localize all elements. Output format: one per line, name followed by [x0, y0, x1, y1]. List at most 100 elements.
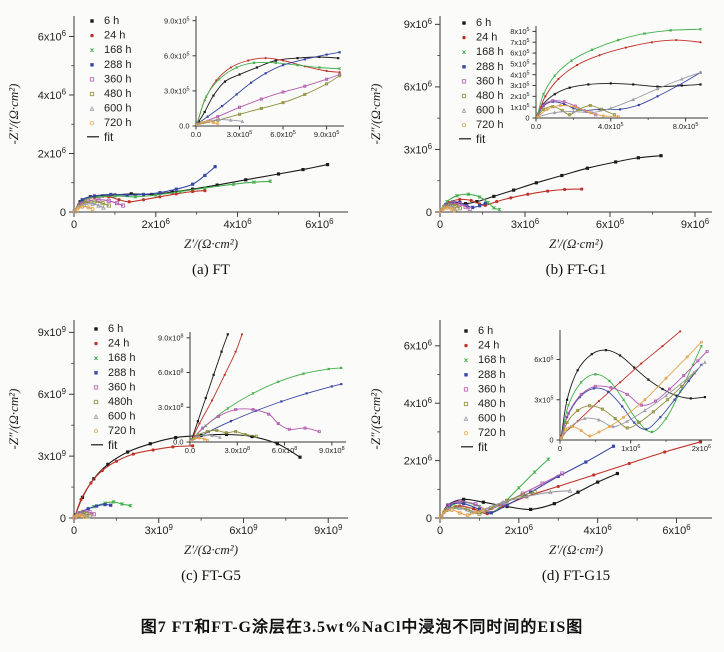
svg-text:6 h: 6 h [108, 323, 123, 335]
svg-text:3.0x105: 3.0x105 [227, 130, 253, 139]
panel-grid: 0 2x106 4x106 6x106 0 2x106 4x106 6x106 Z′/(Ω·cm… [0, 0, 724, 610]
svg-text:9.0x108: 9.0x108 [158, 333, 184, 342]
svg-text:600 h: 600 h [104, 103, 132, 115]
svg-text:9x106: 9x106 [681, 217, 710, 231]
inset-series-group [560, 330, 709, 440]
svg-text:2x106: 2x106 [142, 217, 171, 231]
svg-text:6 h: 6 h [104, 15, 119, 27]
series-group [72, 432, 302, 520]
svg-text:3x105: 3x105 [510, 81, 529, 90]
svg-text:168 h: 168 h [104, 44, 132, 56]
svg-text:Z′/(Ω·cm²): Z′/(Ω·cm²) [549, 542, 603, 557]
svg-text:6x106: 6x106 [38, 29, 67, 43]
svg-text:6x106: 6x106 [305, 217, 334, 231]
svg-text:fit: fit [476, 132, 486, 146]
svg-text:600 h: 600 h [108, 411, 136, 423]
series-6h [197, 55, 340, 123]
svg-text:480 h: 480 h [478, 398, 506, 410]
svg-text:6x106: 6x106 [404, 338, 433, 352]
svg-text:720 h: 720 h [104, 117, 132, 129]
svg-text:360 h: 360 h [104, 73, 132, 85]
svg-text:2x106: 2x106 [692, 444, 711, 453]
svg-text:0: 0 [71, 525, 77, 537]
panel-b-chart: 0 3x106 6x106 9x106 0 3x106 6x106 9x106 Z′/(Ω·cm… [368, 16, 712, 278]
svg-text:6.0x105: 6.0x105 [270, 130, 296, 139]
svg-text:24 h: 24 h [476, 32, 497, 44]
svg-text:6.0x105: 6.0x105 [164, 51, 190, 60]
inset-chart: 0 1x106 2x106 0 3x105 6x105 [534, 330, 712, 453]
svg-text:288 h: 288 h [478, 369, 506, 381]
svg-text:288 h: 288 h [108, 367, 136, 379]
svg-text:9.0x108: 9.0x108 [319, 446, 345, 455]
svg-text:3x106: 3x106 [404, 142, 433, 156]
svg-text:Z′/(Ω·cm²): Z′/(Ω·cm²) [184, 542, 238, 557]
svg-text:6x106: 6x106 [596, 217, 625, 231]
svg-text:6x105: 6x105 [510, 49, 529, 58]
series-24h [536, 38, 702, 116]
series-720h [560, 340, 703, 440]
svg-text:288 h: 288 h [476, 61, 504, 73]
series-720h [196, 119, 220, 126]
series-24h [73, 444, 195, 518]
svg-text:3x109: 3x109 [145, 523, 174, 537]
svg-text:5x105: 5x105 [510, 60, 529, 69]
svg-text:2x106: 2x106 [38, 146, 67, 160]
series-720h [438, 205, 457, 214]
svg-text:3x106: 3x106 [511, 217, 540, 231]
svg-text:3.0x108: 3.0x108 [158, 403, 184, 412]
panel-c: 0 3x109 6x109 9x109 0 3x109 6x109 9x109 Z′/(Ω·cm… [0, 300, 362, 610]
inset-chart: 0.0 3.0x108 6.0x108 9.0x108 0.0 3.0x108 6.0x10… [158, 332, 346, 455]
svg-text:0.0: 0.0 [531, 122, 541, 131]
series-720h [190, 436, 209, 442]
svg-text:0: 0 [437, 219, 443, 231]
svg-text:8x105: 8x105 [510, 27, 529, 36]
series-168h [536, 27, 702, 116]
series-group [438, 440, 702, 520]
svg-text:24 h: 24 h [108, 338, 129, 350]
svg-text:2x105: 2x105 [510, 92, 529, 101]
svg-text:4x106: 4x106 [404, 396, 433, 410]
series-288h [190, 383, 343, 442]
svg-text:9x106: 9x106 [404, 17, 433, 31]
svg-text:fit: fit [104, 130, 114, 144]
svg-text:1x105: 1x105 [510, 103, 529, 112]
svg-text:6x109: 6x109 [38, 387, 67, 401]
svg-text:4x106: 4x106 [38, 88, 67, 102]
series-360h [196, 73, 342, 126]
svg-text:600 h: 600 h [476, 105, 504, 117]
svg-text:8.0x105: 8.0x105 [673, 122, 699, 131]
svg-text:168 h: 168 h [108, 352, 136, 364]
svg-text:(b) FT-G1: (b) FT-G1 [546, 262, 607, 278]
svg-text:fit: fit [478, 440, 488, 454]
svg-text:7x105: 7x105 [510, 38, 529, 47]
svg-text:6 h: 6 h [476, 17, 491, 29]
panel-d-chart: 0 2x106 4x106 6x106 0 2x106 4x106 6x106 Z′/(Ω·cm… [368, 320, 712, 584]
series-24h [190, 333, 244, 442]
svg-text:720 h: 720 h [476, 119, 504, 131]
svg-text:0.0: 0.0 [173, 438, 183, 447]
svg-text:480h: 480h [108, 396, 132, 408]
svg-text:360 h: 360 h [478, 383, 506, 395]
series-720h [72, 513, 87, 520]
svg-text:4x105: 4x105 [510, 70, 529, 79]
svg-text:0: 0 [426, 207, 432, 219]
series-720h [72, 204, 95, 214]
series-168h [439, 192, 502, 212]
svg-text:0: 0 [437, 525, 443, 537]
panel-b: 0 3x106 6x106 9x106 0 3x106 6x106 9x106 Z′/(Ω·cm… [362, 0, 724, 300]
svg-text:3.0x108: 3.0x108 [225, 446, 251, 455]
svg-text:6.0x108: 6.0x108 [158, 368, 184, 377]
svg-text:288 h: 288 h [104, 59, 132, 71]
svg-text:6x106: 6x106 [404, 80, 433, 94]
axes: 0 2x106 4x106 6x106 0 2x106 4x106 6x106 [404, 320, 712, 537]
svg-text:720 h: 720 h [478, 427, 506, 439]
svg-text:0: 0 [549, 436, 553, 445]
svg-text:0.0: 0.0 [191, 130, 201, 139]
svg-text:480 h: 480 h [104, 88, 132, 100]
series-group [72, 163, 330, 214]
svg-text:-Z″/(Ω·cm²): -Z″/(Ω·cm²) [6, 389, 21, 450]
svg-text:-Z″/(Ω·cm²): -Z″/(Ω·cm²) [368, 389, 383, 450]
